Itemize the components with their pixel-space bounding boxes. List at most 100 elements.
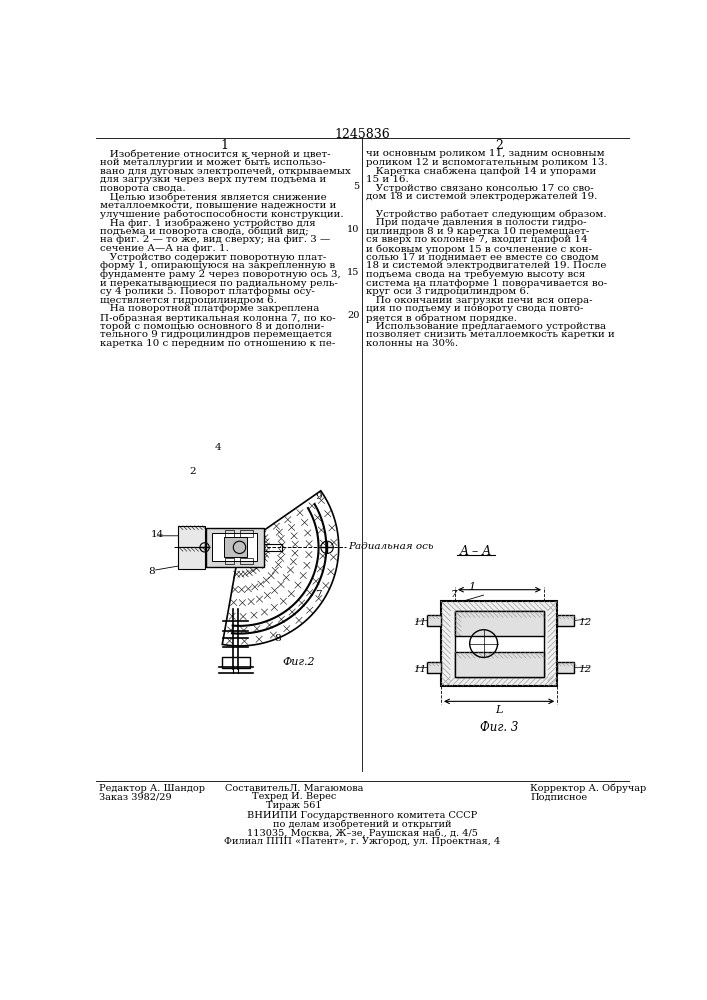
Bar [224,537,247,557]
Text: чи основным роликом 11, задним основным: чи основным роликом 11, задним основным [366,149,604,158]
Bar [455,652,544,677]
Text: Редактор А. Шандор: Редактор А. Шандор [99,784,205,793]
Text: фундаменте раму 2 через поворотную ось 3,: фундаменте раму 2 через поворотную ось 3… [100,270,341,279]
Text: подъема свода на требуемую высоту вся: подъема свода на требуемую высоту вся [366,270,585,279]
Text: 5: 5 [354,182,360,191]
Text: вано для дуговых электропечей, открываемых: вано для дуговых электропечей, открываем… [100,167,351,176]
Text: Техред И. Верес: Техред И. Верес [252,792,336,801]
Text: Корректор А. Обручар: Корректор А. Обручар [530,784,646,793]
Text: L: L [496,705,503,715]
Text: ществляется гидроцилиндром 6.: ществляется гидроцилиндром 6. [100,296,277,305]
Text: 9: 9 [315,492,322,501]
Bar [222,657,250,668]
Text: форму 1, опирающуюся на закрепленную в: форму 1, опирающуюся на закрепленную в [100,261,335,270]
Text: металлоемкости, повышение надежности и: металлоемкости, повышение надежности и [100,201,337,210]
Text: дом 18 и системой электродержателей 19.: дом 18 и системой электродержателей 19. [366,192,597,201]
Bar [441,601,557,686]
Text: Тираж 561: Тираж 561 [266,801,322,810]
Text: ся вверх по колонне 7, входит цапфой 14: ся вверх по колонне 7, входит цапфой 14 [366,235,588,244]
Bar [206,528,264,567]
Text: су 4 ролики 5. Поворот платформы осу-: су 4 ролики 5. Поворот платформы осу- [100,287,315,296]
Text: 2: 2 [189,466,196,476]
Text: 10: 10 [347,225,360,234]
Text: 14: 14 [151,530,163,539]
Text: 1: 1 [220,139,228,152]
Text: Филиал ППП «Патент», г. Ужгород, ул. Проектная, 4: Филиал ППП «Патент», г. Ужгород, ул. Про… [224,837,500,846]
Text: тельного 9 гидроцилиндров перемещается: тельного 9 гидроцилиндров перемещается [100,330,332,339]
Text: по делам изобретений и открытий: по делам изобретений и открытий [273,820,451,829]
Bar [427,615,441,626]
Text: улучшение работоспособности конструкции.: улучшение работоспособности конструкции. [100,210,344,219]
Text: 7: 7 [450,590,457,599]
Text: 4: 4 [214,443,221,452]
Text: 8: 8 [148,567,155,576]
Text: Радиальная ось: Радиальная ось [348,542,433,551]
Text: 15: 15 [347,268,360,277]
Text: 20: 20 [347,311,360,320]
Bar [240,530,253,537]
Text: 2: 2 [495,139,503,152]
Text: 11: 11 [413,618,426,627]
Text: сечение А—А на фиг. 1.: сечение А—А на фиг. 1. [100,244,229,253]
Bar [557,615,574,626]
Text: Целью изобретения является снижение: Целью изобретения является снижение [100,192,327,202]
Bar [240,558,253,564]
Text: На поворотной платформе закреплена: На поворотной платформе закреплена [100,304,320,313]
Text: A – A: A – A [460,545,492,558]
Text: 1245836: 1245836 [334,128,390,141]
Text: позволяет снизить металлоемкость каретки и: позволяет снизить металлоемкость каретки… [366,330,614,339]
Bar [225,558,234,564]
Text: СоставительЛ. Магаюмова: СоставительЛ. Магаюмова [225,784,363,793]
Text: 9: 9 [501,640,508,649]
Text: Фиг. 3: Фиг. 3 [480,721,518,734]
Text: 15 и 16.: 15 и 16. [366,175,409,184]
Text: 7: 7 [315,590,322,599]
Bar [177,526,204,547]
Text: и перекатывающиеся по радиальному рель-: и перекатывающиеся по радиальному рель- [100,279,338,288]
Text: П-образная вертикальная колонна 7, по ко-: П-образная вертикальная колонна 7, по ко… [100,313,336,323]
Text: роликом 12 и вспомогательным роликом 13.: роликом 12 и вспомогательным роликом 13. [366,158,607,167]
Text: цилиндров 8 и 9 каретка 10 перемещает-: цилиндров 8 и 9 каретка 10 перемещает- [366,227,589,236]
Text: 11: 11 [413,665,426,674]
Text: 8: 8 [274,634,281,643]
Text: на фиг. 2 — то же, вид сверху; на фиг. 3 —: на фиг. 2 — то же, вид сверху; на фиг. 3… [100,235,330,244]
Text: Изобретение относится к черной и цвет-: Изобретение относится к черной и цвет- [100,149,331,159]
Text: 113035, Москва, Ж–зе, Раушская наб., д. 4/5: 113035, Москва, Ж–зе, Раушская наб., д. … [247,828,477,838]
Bar [455,611,544,677]
Text: Устройство работает следующим образом.: Устройство работает следующим образом. [366,210,607,219]
Text: Использование предлагаемого устройства: Использование предлагаемого устройства [366,322,606,331]
Text: солью 17 и поднимает ее вместе со сводом: солью 17 и поднимает ее вместе со сводом [366,253,599,262]
Text: На фиг. 1 изображено устройство для: На фиг. 1 изображено устройство для [100,218,315,228]
Text: Устройство содержит поворотную плат-: Устройство содержит поворотную плат- [100,253,327,262]
Text: Подписное: Подписное [530,792,588,801]
Text: система на платформе 1 поворачивается во-: система на платформе 1 поворачивается во… [366,279,607,288]
Text: торой с помощью основного 8 и дополни-: торой с помощью основного 8 и дополни- [100,322,325,331]
Text: Заказ 3982/29: Заказ 3982/29 [99,792,172,801]
Bar [225,530,234,537]
Text: 12: 12 [578,618,592,627]
Text: Каретка снабжена цапфой 14 и упорами: Каретка снабжена цапфой 14 и упорами [366,167,596,176]
Bar [427,662,441,673]
Text: каретка 10 с передним по отношению к пе-: каретка 10 с передним по отношению к пе- [100,339,335,348]
Text: поворота свода.: поворота свода. [100,184,186,193]
Text: подъема и поворота свода, общий вид;: подъема и поворота свода, общий вид; [100,227,309,236]
Text: для загрузки через верх путем подъема и: для загрузки через верх путем подъема и [100,175,326,184]
Text: ВНИИПИ Государственного комитета СССР: ВНИИПИ Государственного комитета СССР [247,811,477,820]
Bar [177,547,204,569]
Bar [455,611,544,636]
Text: и боковым упором 15 в сочленение с кон-: и боковым упором 15 в сочленение с кон- [366,244,592,254]
Bar [212,533,257,561]
Text: Фиг.2: Фиг.2 [282,657,315,667]
Bar [557,662,574,673]
Text: Устройство связано консолью 17 со сво-: Устройство связано консолью 17 со сво- [366,184,594,193]
Text: ной металлургии и может быть использо-: ной металлургии и может быть использо- [100,158,326,167]
Text: 12: 12 [578,665,592,674]
Text: ряется в обратном порядке.: ряется в обратном порядке. [366,313,517,323]
Text: 18 и системой электродвигателей 19. После: 18 и системой электродвигателей 19. Посл… [366,261,606,270]
Text: ция по подъему и повороту свода повто-: ция по подъему и повороту свода повто- [366,304,583,313]
Text: колонны на 30%.: колонны на 30%. [366,339,458,348]
Text: По окончании загрузки печи вся опера-: По окончании загрузки печи вся опера- [366,296,592,305]
Text: 1: 1 [469,582,476,592]
Text: круг оси 3 гидроцилиндром 6.: круг оси 3 гидроцилиндром 6. [366,287,529,296]
Text: При подаче давления в полости гидро-: При подаче давления в полости гидро- [366,218,586,227]
